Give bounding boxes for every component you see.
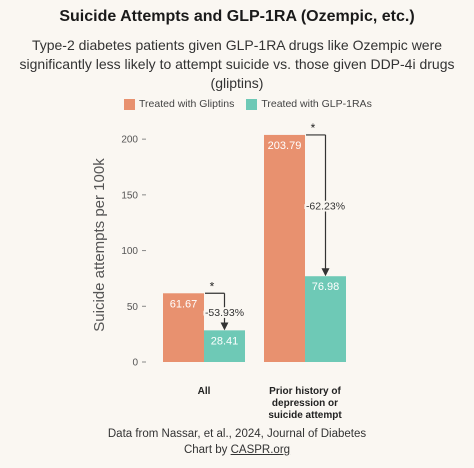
legend-item-gliptins: Treated with Gliptins bbox=[124, 98, 234, 110]
x-category-label: Prior history of bbox=[269, 386, 341, 397]
percent-change-label: -62.23% bbox=[306, 201, 345, 213]
bar-glp1-0 bbox=[204, 330, 245, 362]
bar-value-label: 203.79 bbox=[268, 140, 302, 152]
bar-value-label: 76.98 bbox=[312, 281, 340, 293]
x-category-label: All bbox=[198, 386, 211, 397]
y-axis-title: Suicide attempts per 100k bbox=[91, 158, 108, 332]
y-tick-label: 50 bbox=[127, 302, 139, 313]
footer-credit: Chart by CASPR.org bbox=[0, 444, 474, 456]
bar-value-label: 28.41 bbox=[211, 335, 239, 347]
footer-credit-link[interactable]: CASPR.org bbox=[230, 444, 291, 456]
legend-label-gliptins: Treated with Gliptins bbox=[139, 98, 235, 110]
y-tick-label: 150 bbox=[121, 190, 138, 201]
y-tick-label: 200 bbox=[121, 135, 138, 146]
significance-marker: * bbox=[311, 121, 316, 135]
legend-swatch-glp1 bbox=[246, 98, 258, 110]
bar-gliptins-0 bbox=[163, 293, 204, 362]
y-tick-label: 0 bbox=[132, 358, 138, 369]
y-tick-label: 100 bbox=[121, 246, 138, 257]
bar-gliptins-1 bbox=[264, 134, 305, 362]
legend-label-glp1: Treated with GLP-1RAs bbox=[261, 98, 372, 110]
x-category-label: suicide attempt bbox=[268, 410, 342, 421]
legend-item-glp1: Treated with GLP-1RAs bbox=[246, 98, 372, 110]
legend: Treated with Gliptins Treated with GLP-1… bbox=[124, 98, 372, 110]
significance-marker: * bbox=[210, 279, 215, 293]
bar-glp1-1 bbox=[305, 276, 346, 362]
chart-subtitle: Type-2 diabetes patients given GLP-1RA d… bbox=[19, 37, 455, 91]
x-category-label: depression or bbox=[272, 398, 338, 409]
legend-swatch-gliptins bbox=[124, 98, 135, 110]
footer-source: Data from Nassar, et al., 2024, Journal … bbox=[107, 428, 367, 440]
bar-value-label: 61.67 bbox=[170, 298, 198, 310]
footer-credit-prefix: Chart by bbox=[183, 444, 231, 456]
percent-change-label: -53.93% bbox=[205, 307, 244, 319]
chart-title: Suicide Attempts and GLP-1RA (Ozempic, e… bbox=[59, 8, 415, 25]
